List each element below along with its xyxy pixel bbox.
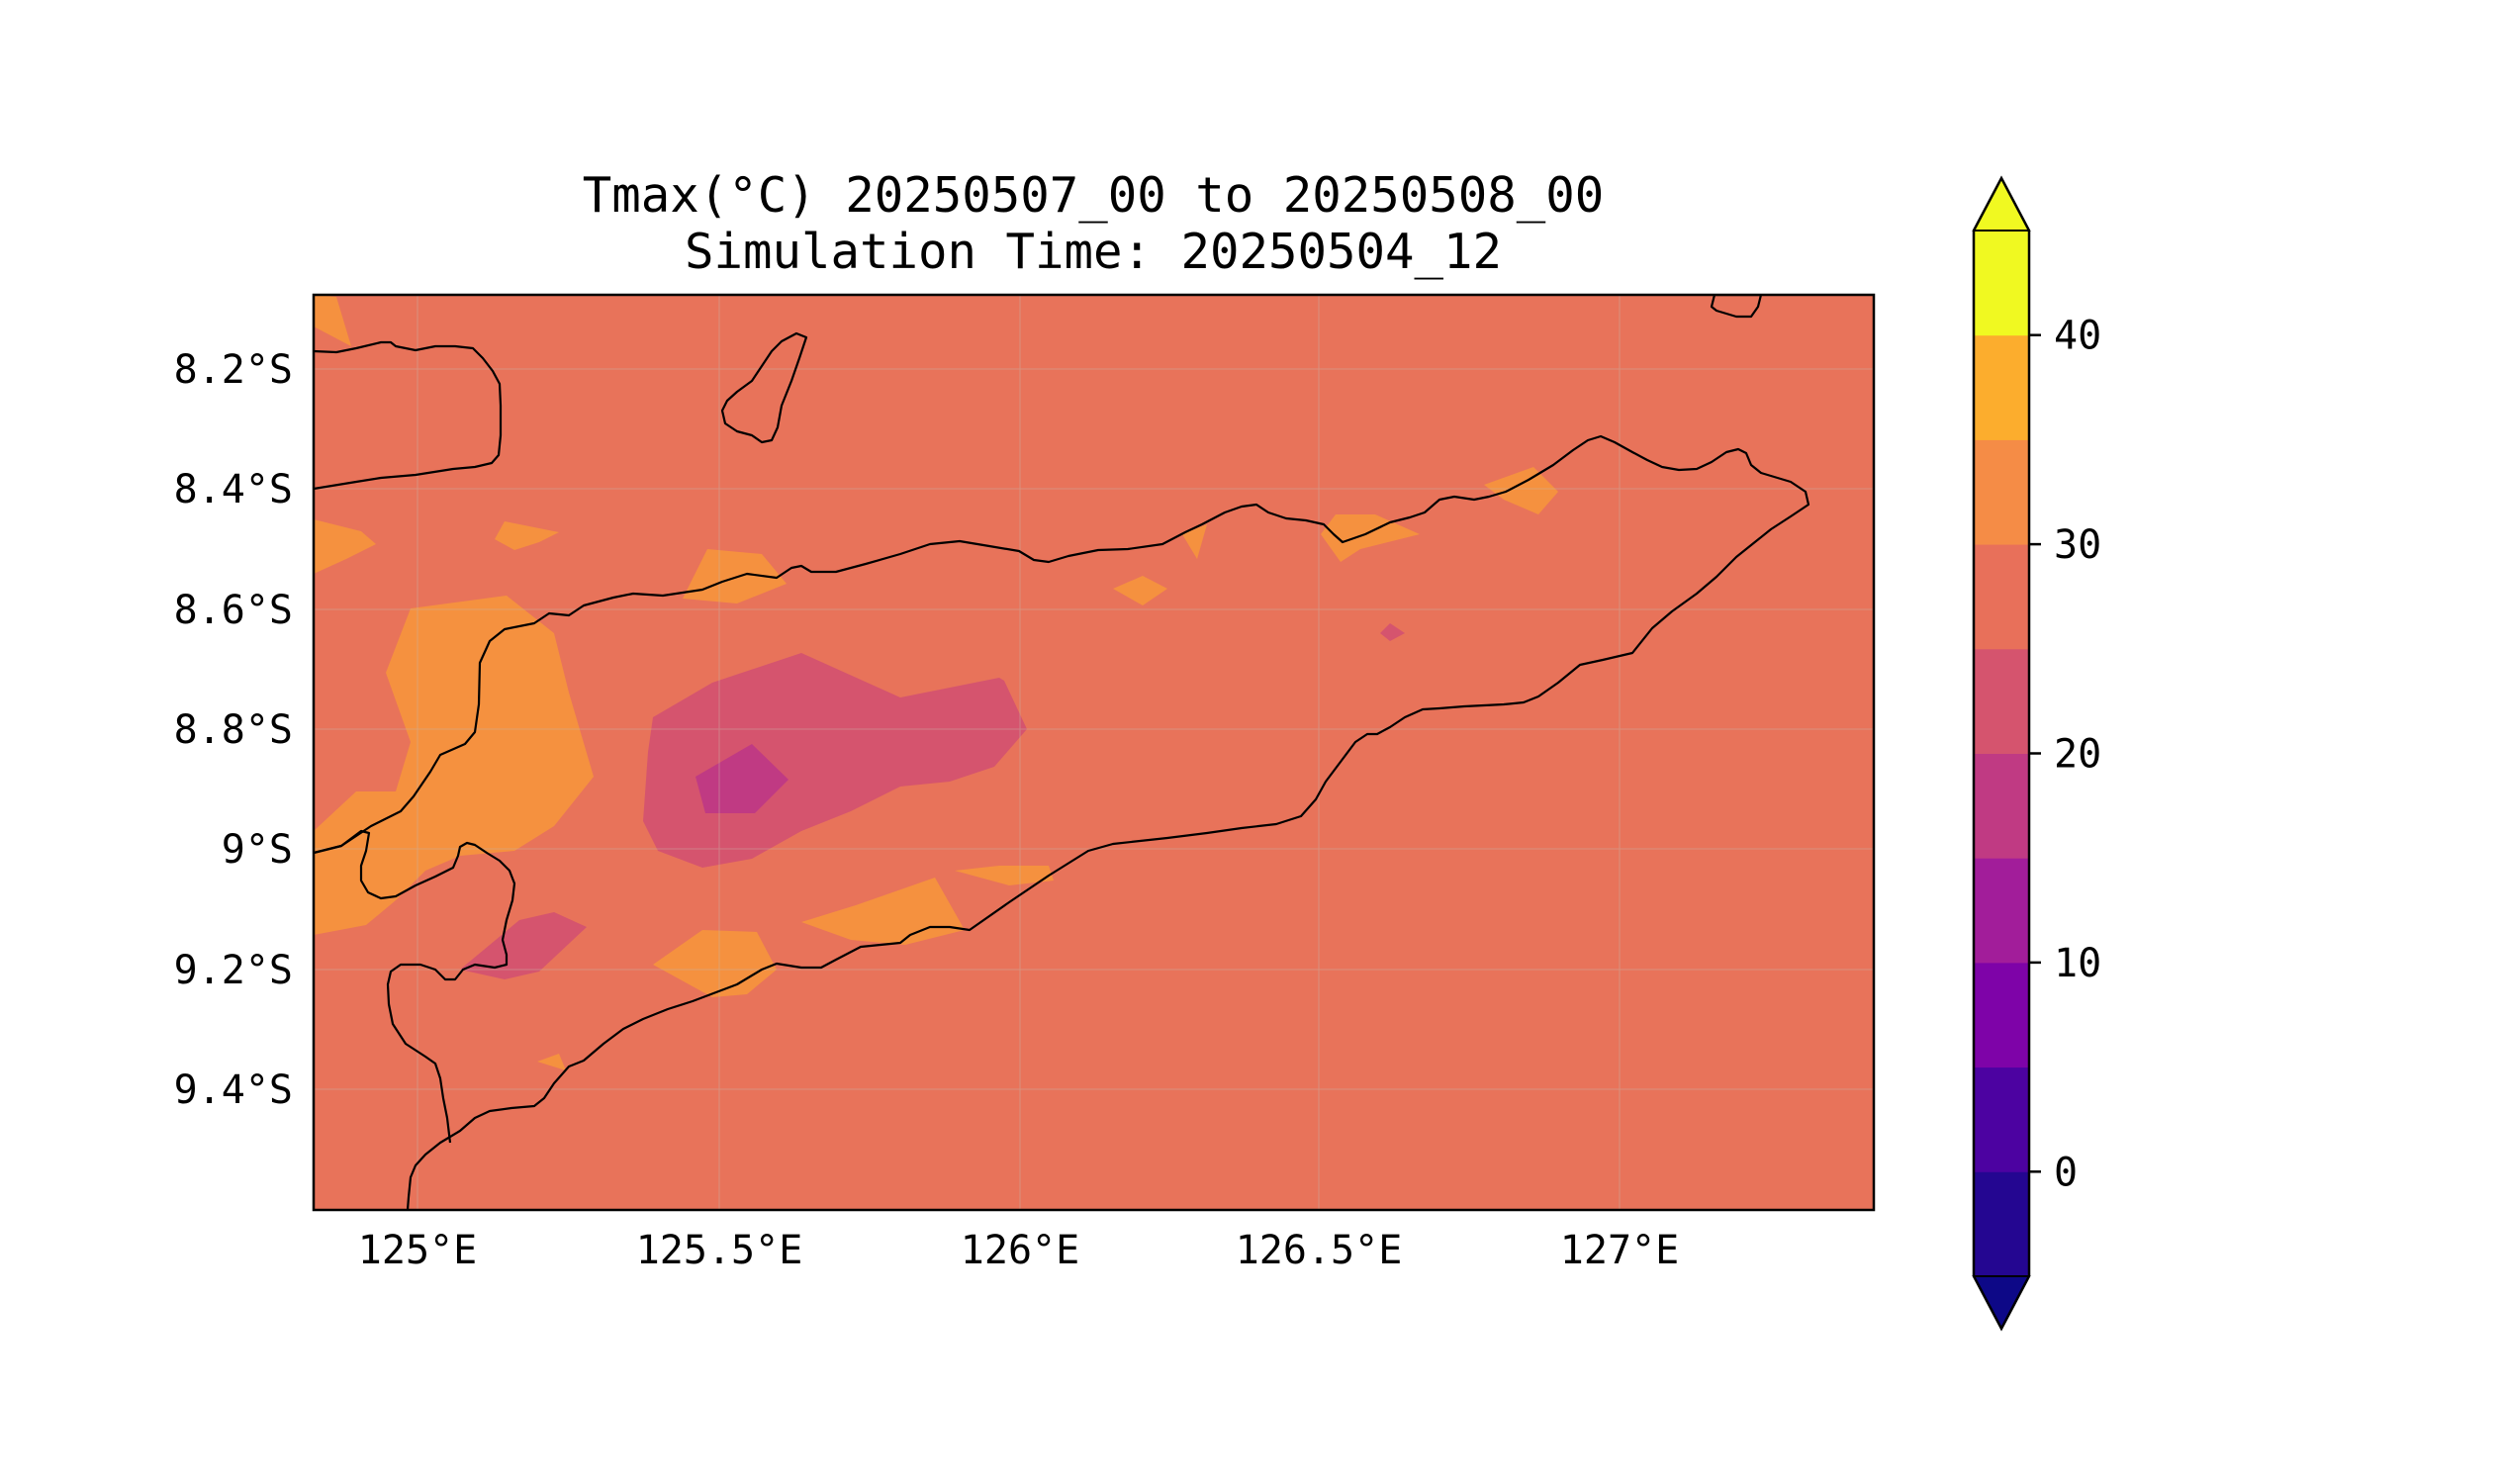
x-tick-label: 126.5°E bbox=[1236, 1228, 1403, 1273]
colorbar-over-triangle bbox=[1972, 175, 2031, 232]
y-tick-label: 8.4°S bbox=[174, 467, 293, 512]
colorbar-tick-label: 20 bbox=[2054, 732, 2101, 778]
colorbar-tick-label: 30 bbox=[2054, 522, 2101, 568]
colorbar-segments bbox=[1974, 231, 2029, 1277]
coastlines bbox=[314, 295, 1810, 1210]
warm-patch-south-3 bbox=[955, 866, 1054, 885]
colorbar-tick-label: 40 bbox=[2054, 314, 2101, 359]
map-title-line1: Tmax(°C) 20250507_00 to 20250508_00 bbox=[583, 167, 1605, 224]
colorbar-segment bbox=[1974, 334, 2029, 440]
coastline-west-enclave bbox=[314, 829, 516, 1144]
x-tick-label: 127°E bbox=[1560, 1228, 1679, 1273]
y-tick-label: 9.4°S bbox=[174, 1067, 293, 1113]
y-tick-label: 9°S bbox=[222, 827, 293, 873]
warm-patch-north-coast-2 bbox=[1182, 524, 1207, 559]
coastline-alor-island bbox=[720, 331, 808, 444]
colorbar-segment bbox=[1974, 439, 2029, 545]
map-frame bbox=[312, 293, 1876, 1212]
cool-patch-central bbox=[643, 653, 1027, 868]
warm-patch-northwest bbox=[314, 519, 376, 574]
map-panel bbox=[314, 295, 1874, 1210]
warm-patch-nw-small bbox=[495, 521, 559, 550]
colorbar-segment bbox=[1974, 858, 2029, 964]
coastline-timor-north bbox=[314, 434, 1810, 1210]
colorbar-segment bbox=[1974, 962, 2029, 1068]
warm-patch-south-2 bbox=[801, 878, 965, 945]
x-tick-label: 126°E bbox=[961, 1228, 1079, 1273]
coolest-patch-central bbox=[696, 744, 788, 813]
colorbar-ticks: 0 10 20 30 40 bbox=[2029, 314, 2101, 1195]
warm-patch-north-coast-1 bbox=[1113, 576, 1167, 605]
x-axis: 125°E 125.5°E 126°E 126.5°E 127°E bbox=[358, 1228, 1679, 1273]
colorbar-segment bbox=[1974, 1171, 2029, 1277]
colorbar-tick-label: 10 bbox=[2054, 941, 2101, 986]
y-axis: 8.2°S 8.4°S 8.6°S 8.8°S 9°S 9.2°S 9.4°S bbox=[174, 347, 293, 1113]
x-tick-label: 125.5°E bbox=[636, 1228, 803, 1273]
warm-patch-top-left bbox=[314, 295, 351, 346]
colorbar: 0 10 20 30 40 bbox=[1972, 175, 2101, 1332]
warm-patch-west bbox=[314, 596, 594, 935]
colorbar-outline bbox=[1972, 175, 2031, 1332]
y-tick-label: 8.8°S bbox=[174, 707, 293, 753]
warm-patch-north-central bbox=[683, 549, 787, 603]
gridlines bbox=[314, 295, 1874, 1210]
coastline-flores-east bbox=[314, 340, 503, 491]
map-title-line2: Simulation Time: 20250504_12 bbox=[685, 224, 1502, 280]
colorbar-segment bbox=[1974, 231, 2029, 336]
cool-patch-southwest bbox=[460, 912, 587, 979]
x-tick-label: 125°E bbox=[358, 1228, 477, 1273]
colorbar-segment bbox=[1974, 544, 2029, 650]
warm-patch-north-coast-3 bbox=[1321, 514, 1420, 562]
coastline-wetar-island bbox=[1710, 295, 1763, 319]
cool-patch-tiny bbox=[1380, 623, 1405, 641]
y-tick-label: 8.2°S bbox=[174, 347, 293, 393]
colorbar-tick-label: 0 bbox=[2054, 1150, 2078, 1195]
y-tick-label: 8.6°S bbox=[174, 588, 293, 633]
colorbar-segment bbox=[1974, 753, 2029, 859]
warm-patch-south-tiny bbox=[537, 1054, 566, 1070]
colorbar-segment bbox=[1974, 1067, 2029, 1172]
colorbar-under-triangle bbox=[1972, 1275, 2031, 1332]
y-tick-label: 9.2°S bbox=[174, 948, 293, 993]
colorbar-segment bbox=[1974, 648, 2029, 754]
warm-patch-north-coast-4 bbox=[1484, 467, 1558, 514]
